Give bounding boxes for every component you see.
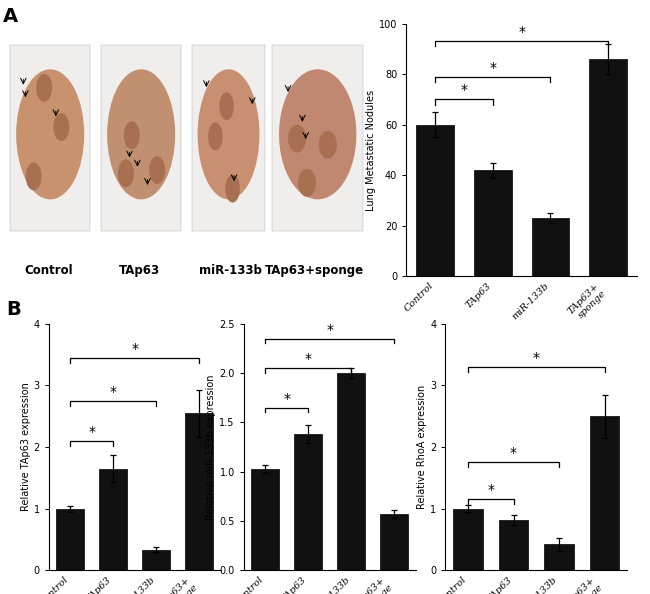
Ellipse shape [149,156,165,184]
Ellipse shape [226,175,240,203]
Ellipse shape [25,163,42,190]
Text: *: * [533,351,540,365]
Ellipse shape [118,159,134,187]
Y-axis label: Relative TAp63 expression: Relative TAp63 expression [21,383,31,511]
Text: B: B [6,300,21,319]
Text: *: * [88,425,96,439]
Bar [590,416,619,570]
Text: TAp63: TAp63 [119,264,160,277]
Ellipse shape [208,122,223,150]
Bar [192,45,265,231]
Ellipse shape [298,169,316,197]
Text: A: A [3,7,18,26]
Bar [337,373,365,570]
Bar [99,469,127,570]
Ellipse shape [36,74,52,102]
Text: *: * [283,391,291,406]
Bar [380,514,408,570]
Bar [532,218,569,276]
Ellipse shape [288,125,306,153]
Text: *: * [488,484,494,497]
Bar [499,520,528,570]
Text: Control: Control [24,264,73,277]
Bar [417,125,454,276]
Bar [252,469,280,570]
Bar [453,508,483,570]
Ellipse shape [16,69,84,200]
Ellipse shape [219,92,234,120]
Bar [294,434,322,570]
Bar [57,508,84,570]
Text: *: * [131,342,138,356]
Y-axis label: Relative miR-133b expression: Relative miR-133b expression [207,374,216,520]
Ellipse shape [279,69,356,200]
Text: *: * [518,26,525,39]
Bar [474,170,512,276]
Text: *: * [305,352,312,366]
Ellipse shape [198,69,259,200]
Ellipse shape [53,113,70,141]
Bar [10,45,90,231]
Bar [101,45,181,231]
Bar [185,413,213,570]
Text: *: * [489,61,497,75]
Text: *: * [110,385,117,399]
Text: *: * [510,447,517,460]
Text: TAp63+sponge: TAp63+sponge [265,264,363,277]
Bar [142,550,170,570]
Text: *: * [326,323,333,337]
Text: miR-133b: miR-133b [199,264,262,277]
Bar [590,59,627,276]
Y-axis label: Lung Metastatic Nodules: Lung Metastatic Nodules [366,90,376,210]
Y-axis label: Relative RhoA expression: Relative RhoA expression [417,385,427,509]
Ellipse shape [124,121,140,149]
Ellipse shape [107,69,176,200]
Text: *: * [460,84,467,97]
Bar [544,544,574,570]
Ellipse shape [318,131,337,159]
Bar [272,45,363,231]
